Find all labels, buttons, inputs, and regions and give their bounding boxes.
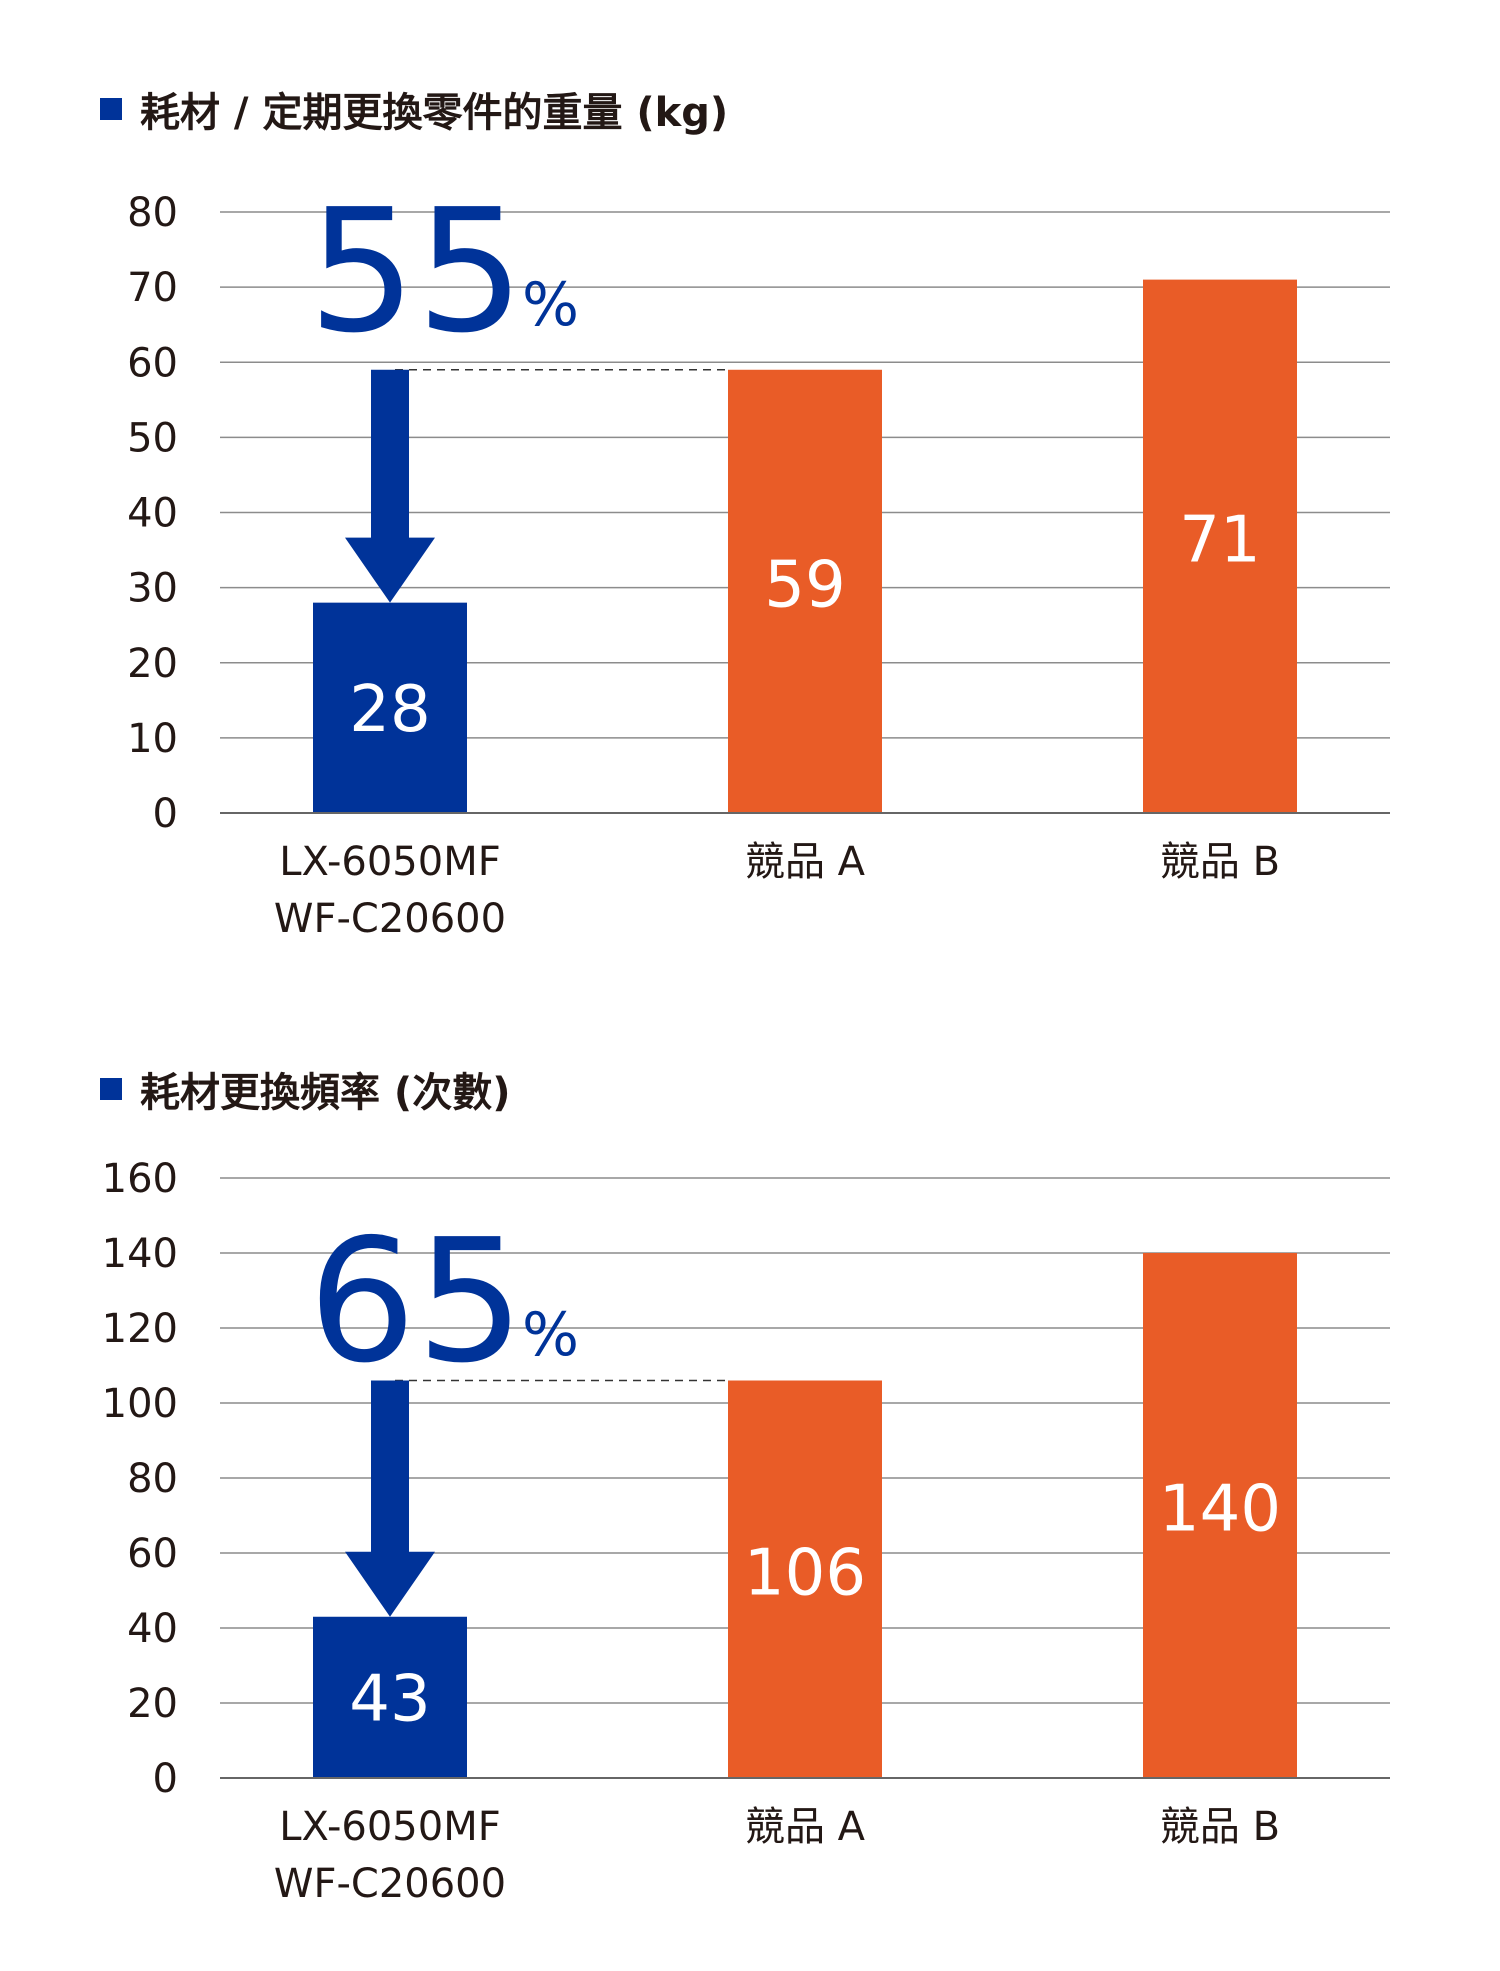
bar-value-label: 43 xyxy=(349,1662,430,1736)
x-category-label: 競品 A xyxy=(745,1804,866,1850)
bar-value-label: 28 xyxy=(349,673,430,747)
down-arrow-icon xyxy=(345,1380,435,1617)
frequency-chart-panel: 耗材更換頻率 (次數) 0 20 40 60 80 100 120 140 160 43 106 14… xyxy=(0,1005,1500,1971)
bar xyxy=(1143,279,1297,813)
square-bullet-icon xyxy=(100,98,122,120)
y-tick-label: 80 xyxy=(127,1456,178,1502)
bar xyxy=(728,1380,882,1778)
bar xyxy=(1143,1253,1297,1778)
square-bullet-icon xyxy=(100,1078,122,1100)
y-tick-label: 20 xyxy=(127,641,178,687)
y-tick-label: 40 xyxy=(127,491,178,537)
y-tick-label: 120 xyxy=(102,1306,178,1352)
y-tick-label: 50 xyxy=(127,415,178,461)
x-category-label: 競品 B xyxy=(1160,839,1280,885)
bar-value-label: 106 xyxy=(744,1536,866,1610)
bar-value-label: 140 xyxy=(1159,1473,1281,1547)
weight-chart-title: 耗材 / 定期更換零件的重量 (kg) xyxy=(140,90,729,136)
bar-value-label: 71 xyxy=(1179,503,1260,577)
y-tick-label: 60 xyxy=(127,1531,178,1577)
y-tick-label: 40 xyxy=(127,1606,178,1652)
y-tick-label: 100 xyxy=(102,1381,178,1427)
bar xyxy=(313,1616,467,1778)
y-tick-label: 0 xyxy=(153,791,178,837)
percent-sign: % xyxy=(522,1300,579,1370)
y-tick-label: 30 xyxy=(127,566,178,612)
x-category-label: LX-6050MF xyxy=(279,839,500,885)
y-tick-label: 140 xyxy=(102,1231,178,1277)
y-tick-label: 20 xyxy=(127,1681,178,1727)
x-category-label: 競品 B xyxy=(1160,1804,1280,1850)
x-category-label: WF-C20600 xyxy=(274,896,506,942)
y-tick-label: 160 xyxy=(102,1156,178,1202)
x-category-label: LX-6050MF xyxy=(279,1804,500,1850)
y-tick-label: 70 xyxy=(127,265,178,311)
y-tick-label: 0 xyxy=(153,1756,178,1802)
weight-chart-panel: 耗材 / 定期更換零件的重量 (kg) 0 10 20 30 40 50 60 70 80 28 5… xyxy=(0,0,1500,985)
frequency-chart-title: 耗材更換頻率 (次數) xyxy=(140,1070,511,1116)
bar xyxy=(728,369,882,813)
x-category-label: 競品 A xyxy=(745,839,866,885)
bar-value-label: 59 xyxy=(764,548,845,622)
reduction-percentage-value: 55 xyxy=(308,173,524,371)
x-category-label: WF-C20600 xyxy=(274,1861,506,1907)
y-tick-label: 80 xyxy=(127,190,178,236)
down-arrow-icon xyxy=(345,369,435,603)
reduction-percentage-value: 65 xyxy=(308,1203,524,1401)
frequency-chart-title-row: 耗材更換頻率 (次數) xyxy=(100,1060,511,1118)
percent-sign: % xyxy=(522,270,579,340)
frequency-bar-chart: 0 20 40 60 80 100 120 140 160 43 106 140 LX-6050MF WF… xyxy=(102,1156,1390,1907)
y-tick-label: 10 xyxy=(127,716,178,762)
weight-chart-title-row: 耗材 / 定期更換零件的重量 (kg) xyxy=(100,80,728,138)
bar xyxy=(313,602,467,813)
weight-bar-chart: 0 10 20 30 40 50 60 70 80 28 59 71 LX-6050MF WF-C2060… xyxy=(127,173,1390,942)
y-tick-label: 60 xyxy=(127,340,178,386)
